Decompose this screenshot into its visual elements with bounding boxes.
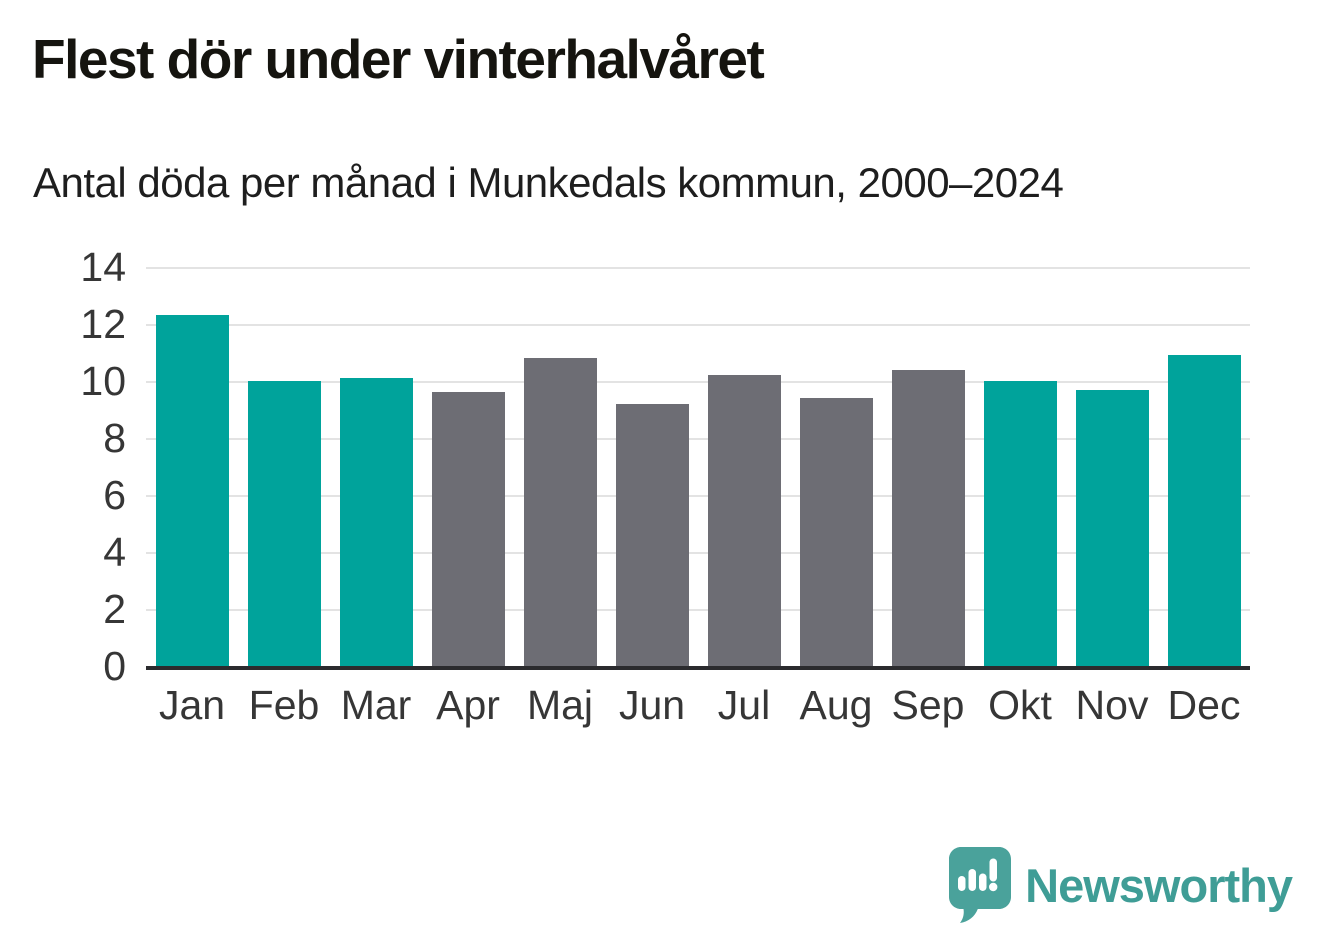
page-title: Flest dör under vinterhalvåret <box>32 28 765 90</box>
chart-subtitle: Antal döda per månad i Munkedals kommun,… <box>33 159 1064 206</box>
bar-cell-jun <box>606 267 698 666</box>
y-tick-label-4: 4 <box>103 529 126 576</box>
gridline-y4 <box>146 552 1250 554</box>
bar-jan <box>155 315 229 666</box>
y-tick-label-8: 8 <box>103 415 126 462</box>
newsworthy-logo-text: Newsworthy <box>1025 858 1293 912</box>
x-tick-label-nov: Nov <box>1075 682 1149 728</box>
gridline-y8 <box>146 438 1250 440</box>
bar-maj <box>523 358 597 666</box>
bar-jul <box>707 375 781 666</box>
y-tick-label-12: 12 <box>80 301 126 347</box>
bar-dec <box>1167 355 1241 666</box>
gridline-y10 <box>146 381 1250 383</box>
x-tick-label-apr: Apr <box>436 682 500 728</box>
x-tick-label-maj: Maj <box>526 682 594 728</box>
bar-cell-okt <box>974 267 1066 666</box>
newsworthy-bubble-chart-icon <box>949 847 1012 923</box>
bar-cell-mar <box>330 267 422 666</box>
plot-area <box>146 267 1250 670</box>
x-tick-label-jul: Jul <box>717 682 771 728</box>
y-tick-label-2: 2 <box>103 586 126 633</box>
bar-feb <box>247 381 321 666</box>
bar-okt <box>983 381 1057 666</box>
newsworthy-logo: Newsworthy <box>948 846 1293 924</box>
x-tick-label-mar: Mar <box>340 682 412 728</box>
x-tick-label-jun: Jun <box>618 682 686 728</box>
bar-cell-jul <box>698 267 790 666</box>
bar-nov <box>1075 389 1149 666</box>
gridline-y14 <box>146 267 1250 269</box>
bar-jun <box>615 403 689 666</box>
bar-cell-aug <box>790 267 882 666</box>
x-tick-label-sep: Sep <box>891 682 965 728</box>
bar-cell-jan <box>146 267 238 666</box>
bar-cell-apr <box>422 267 514 666</box>
y-tick-label-14: 14 <box>80 244 126 290</box>
gridline-y12 <box>146 324 1250 326</box>
x-axis-labels: Jan Feb Mar Apr Maj Jun Jul Aug Sep Okt Nov Dec <box>146 682 1250 729</box>
bar-mar <box>339 378 413 666</box>
bar-cell-sep <box>882 267 974 666</box>
x-tick-label-feb: Feb <box>248 682 320 728</box>
y-tick-label-0: 0 <box>103 643 126 689</box>
bar-series <box>146 267 1250 666</box>
y-axis-labels: 0 2 4 6 8 10 12 14 <box>0 244 126 689</box>
gridline-y2 <box>146 609 1250 611</box>
bar-sep <box>891 369 965 666</box>
x-tick-label-jan: Jan <box>158 682 226 728</box>
x-tick-label-aug: Aug <box>799 682 873 728</box>
x-tick-label-okt: Okt <box>988 682 1052 728</box>
bar-aug <box>799 398 873 666</box>
y-tick-label-10: 10 <box>80 358 126 404</box>
x-tick-label-dec: Dec <box>1167 682 1241 728</box>
bar-cell-maj <box>514 267 606 666</box>
bar-cell-dec <box>1158 267 1250 666</box>
bar-cell-nov <box>1066 267 1158 666</box>
y-tick-label-6: 6 <box>103 472 126 518</box>
gridline-y6 <box>146 495 1250 497</box>
bar-apr <box>431 392 505 666</box>
bar-cell-feb <box>238 267 330 666</box>
